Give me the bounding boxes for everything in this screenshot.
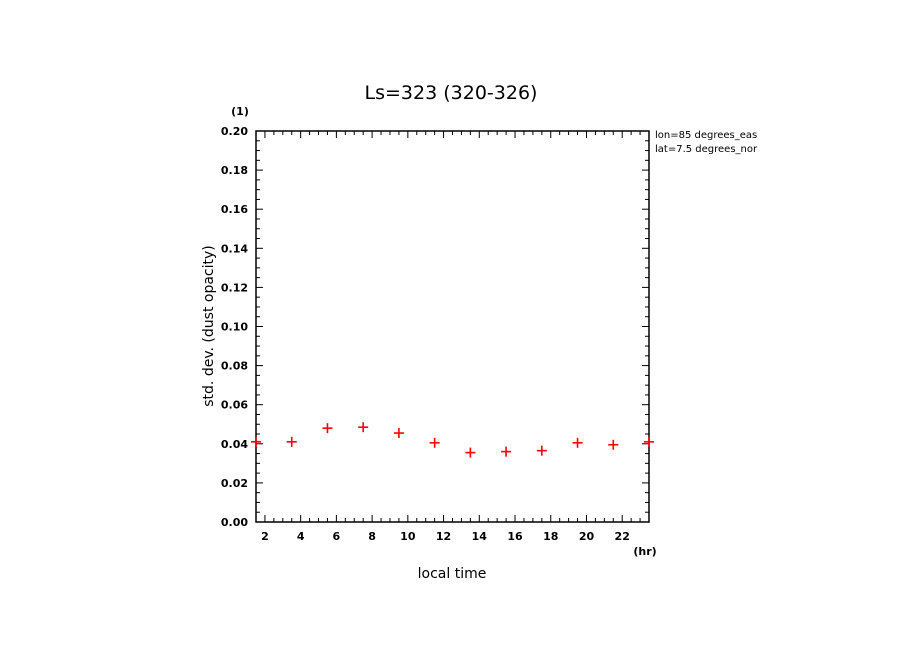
axis-ticks — [256, 130, 649, 523]
data-point — [358, 422, 369, 433]
annotation-lon: lon=85 degrees_eas — [655, 130, 757, 141]
data-point — [286, 436, 297, 447]
y-tick-label: 0.16 — [221, 203, 248, 216]
y-unit-label: (1) — [231, 105, 249, 118]
x-tick-label: 20 — [579, 530, 595, 543]
data-point — [322, 423, 333, 434]
y-tick-label: 0.00 — [221, 516, 248, 529]
x-tick-label: 2 — [261, 530, 269, 543]
x-tick-label: 8 — [368, 530, 376, 543]
data-point — [429, 437, 440, 448]
data-point — [608, 439, 619, 450]
x-axis-label: local time — [418, 566, 487, 582]
y-tick-label: 0.08 — [221, 360, 248, 373]
y-tick-label: 0.04 — [221, 438, 248, 451]
data-point — [501, 446, 512, 457]
x-tick-label: 6 — [333, 530, 341, 543]
y-tick-label: 0.18 — [221, 164, 248, 177]
data-point — [251, 436, 261, 447]
plot-frame — [255, 130, 650, 523]
x-tick-label: 22 — [615, 530, 630, 543]
data-point — [644, 436, 654, 447]
y-tick-label: 0.10 — [221, 321, 248, 334]
y-tick-label: 0.02 — [221, 477, 248, 490]
data-point — [572, 437, 583, 448]
x-tick-label: 18 — [543, 530, 558, 543]
x-tick-label: 12 — [436, 530, 451, 543]
y-tick-label: 0.20 — [221, 125, 248, 138]
data-points — [251, 422, 654, 458]
x-unit-label: (hr) — [633, 545, 656, 558]
y-tick-label: 0.14 — [221, 242, 248, 255]
y-tick-label: 0.12 — [221, 281, 248, 294]
x-tick-label: 10 — [400, 530, 416, 543]
tick-labels: 0.00 0.02 0.04 0.06 0.08 0.10 0.12 0.14 0.16 0.18… — [221, 125, 630, 543]
data-point — [465, 447, 476, 458]
x-tick-label: 14 — [472, 530, 488, 543]
x-tick-label: 16 — [507, 530, 523, 543]
x-tick-label: 4 — [297, 530, 305, 543]
annotation-lat: lat=7.5 degrees_nor — [655, 144, 758, 155]
y-axis-label: std. dev. (dust opacity) — [201, 245, 217, 406]
chart-title: Ls=323 (320-326) — [365, 82, 538, 104]
y-tick-label: 0.06 — [221, 399, 248, 412]
data-point — [393, 428, 404, 439]
data-point — [536, 445, 547, 456]
